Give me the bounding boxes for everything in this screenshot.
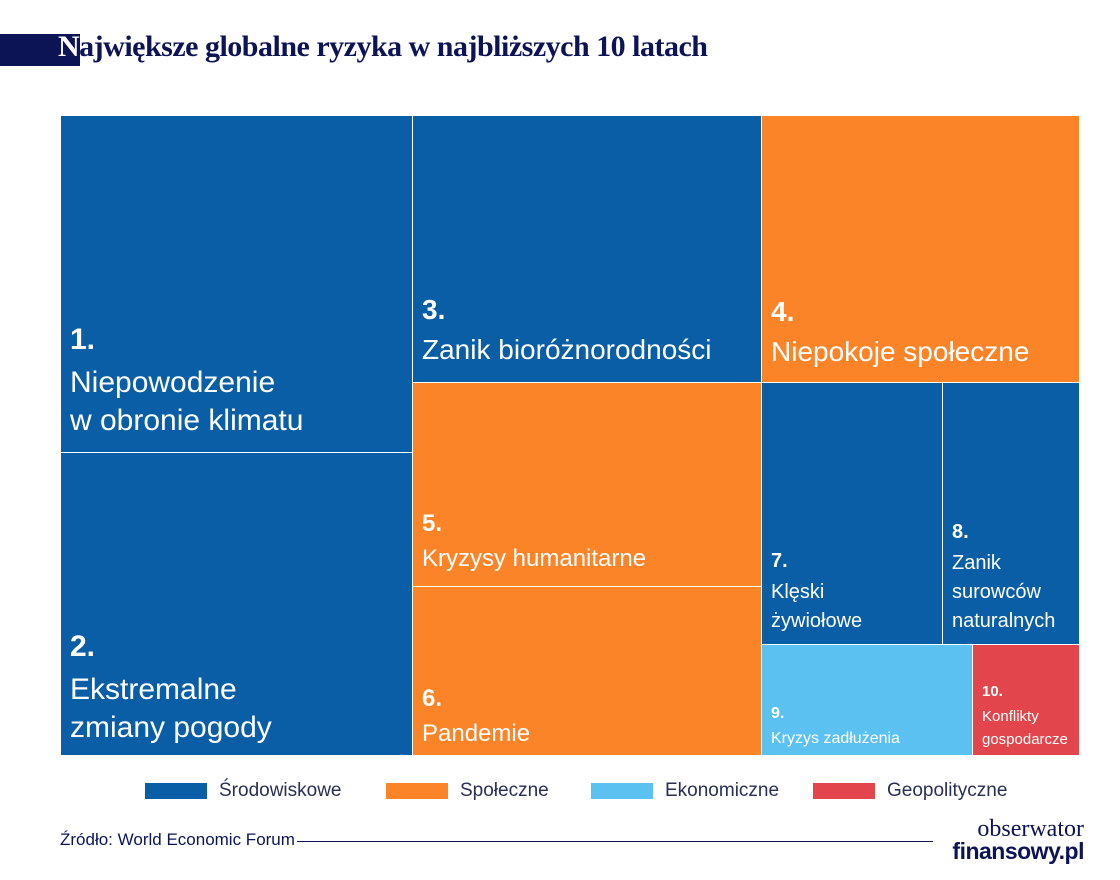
cell-label: Niepokoje społeczne [771, 336, 1030, 367]
cell-label: Kryzysy humanitarne [422, 545, 647, 572]
legend-item: Ekonomiczne [591, 780, 779, 802]
cell-rank: 9. [771, 705, 785, 722]
cell-label: Ekstremalne zmiany pogody [70, 673, 272, 744]
legend-swatch [591, 783, 653, 799]
treemap-cell-3: 3. Zanik bioróżnorodności [412, 115, 762, 383]
legend-label: Społeczne [460, 780, 549, 801]
logo-line2: finansowy.pl [952, 838, 1084, 864]
treemap-cell-10: 10. Konflikty gospodarcze [972, 644, 1080, 756]
cell-label: Klęski żywiołowe [771, 581, 863, 632]
legend-item: Środowiskowe [145, 780, 342, 802]
chart-title: Największe globalne ryzyka w najbliższyc… [58, 30, 708, 64]
treemap-cell-4: 4. Niepokoje społeczne [761, 115, 1080, 383]
legend-swatch [386, 783, 448, 799]
cell-rank: 3. [422, 294, 446, 325]
cell-label: Zanik bioróżnorodności [422, 334, 712, 365]
title-first-letter: N [58, 30, 80, 63]
cell-label: Niepowodzenie w obronie klimatu [70, 366, 304, 437]
logo: obserwator finansowy.pl [944, 816, 1084, 864]
treemap-cell-8: 8. Zanik surowców naturalnych [942, 382, 1080, 645]
cell-label: Kryzys zadłużenia [771, 730, 900, 747]
cell-rank: 10. [982, 683, 1003, 700]
treemap-cell-7: 7. Klęski żywiołowe [761, 382, 943, 645]
legend-item: Społeczne [386, 780, 549, 802]
cell-label: Konflikty gospodarcze [982, 708, 1068, 748]
logo-line1: obserwator [977, 816, 1084, 842]
treemap-cell-5: 5. Kryzysy humanitarne [412, 382, 762, 587]
cell-label: Zanik surowców naturalnych [952, 552, 1056, 632]
treemap-cell-6: 6. Pandemie [412, 586, 762, 756]
title-text: ajwiększe globalne ryzyka w najbliższych… [79, 30, 708, 63]
cell-rank: 6. [422, 685, 443, 712]
legend-label: Środowiskowe [219, 780, 342, 801]
source-note: Źródło: World Economic Forum [60, 830, 295, 849]
cell-rank: 7. [771, 550, 788, 572]
treemap-cell-9: 9. Kryzys zadłużenia [761, 644, 973, 756]
cell-rank: 5. [422, 510, 443, 537]
treemap-cell-1: 1. Niepowodzenie w obronie klimatu [60, 115, 413, 453]
title-accent-bar [0, 34, 80, 66]
cell-rank: 4. [771, 296, 795, 327]
cell-rank: 8. [952, 521, 969, 543]
cell-rank: 2. [70, 630, 96, 663]
legend-label: Ekonomiczne [665, 780, 780, 801]
legend: Środowiskowe Społeczne Ekonomiczne Geopolit… [0, 780, 1120, 802]
legend-label: Geopolityczne [887, 780, 1008, 801]
cell-rank: 1. [70, 323, 96, 356]
footer-divider [297, 841, 933, 842]
legend-swatch [813, 783, 875, 799]
cell-label: Pandemie [422, 720, 531, 747]
legend-swatch [145, 783, 207, 799]
treemap-cell-2: 2. Ekstremalne zmiany pogody [60, 452, 413, 756]
legend-item: Geopolityczne [813, 780, 1007, 802]
